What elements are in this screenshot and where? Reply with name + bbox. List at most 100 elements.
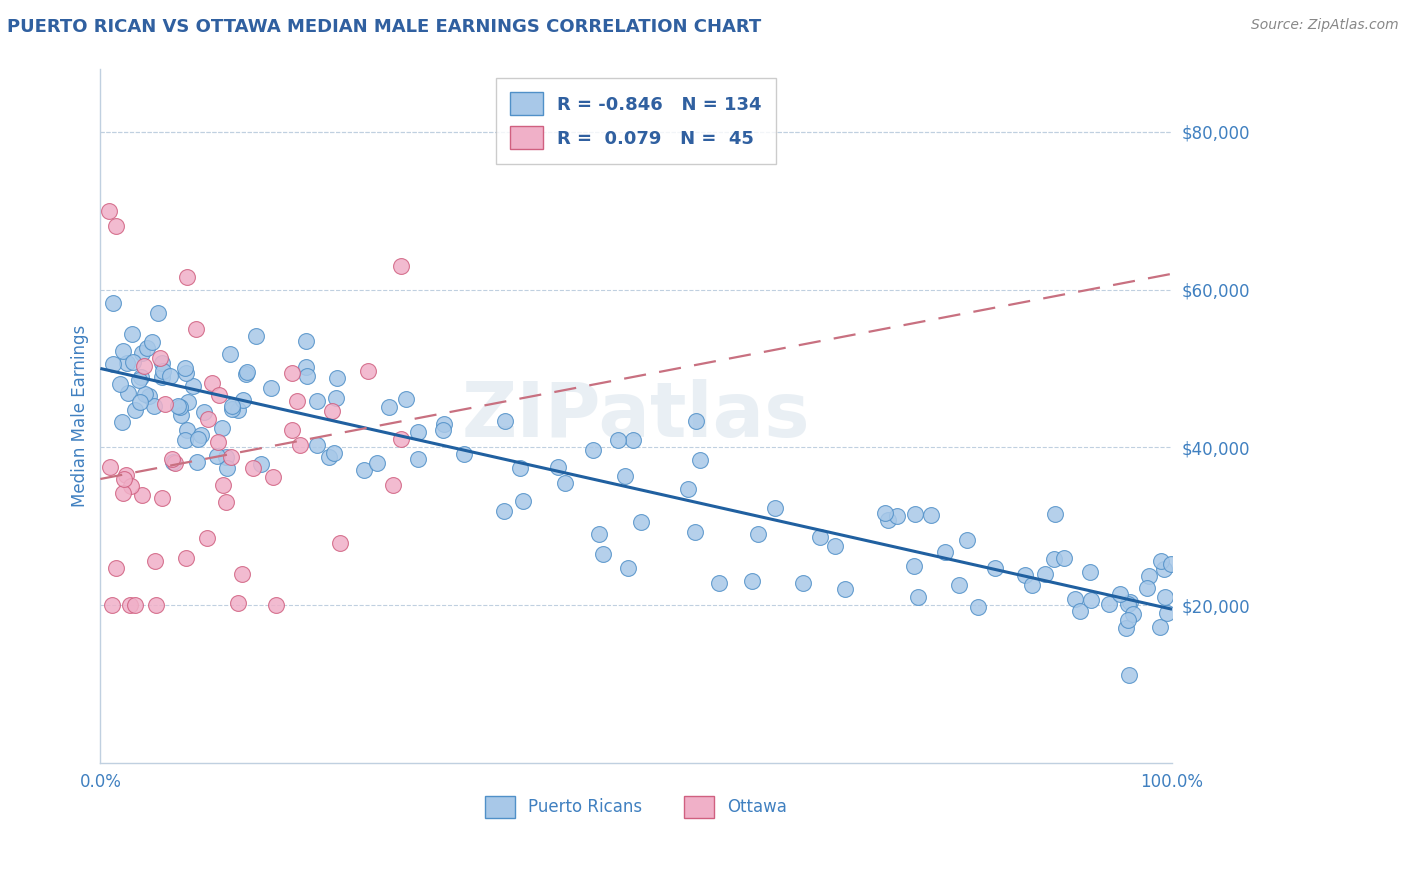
Point — [221, 402, 243, 417]
Point — [616, 561, 638, 575]
Point — [215, 450, 238, 465]
Point — [207, 434, 229, 449]
Point — [231, 566, 253, 581]
Point — [136, 341, 159, 355]
Point — [323, 446, 346, 460]
Point — [934, 545, 956, 559]
Point — [1160, 557, 1182, 571]
Point — [262, 469, 284, 483]
Point — [389, 432, 412, 446]
Point — [792, 576, 814, 591]
Point — [1116, 597, 1139, 611]
Point — [747, 526, 769, 541]
Point — [685, 414, 707, 428]
Point — [588, 527, 610, 541]
Point — [281, 423, 304, 437]
Point — [149, 351, 172, 365]
Point — [285, 394, 308, 409]
Legend: Puerto Ricans, Ottawa: Puerto Ricans, Ottawa — [478, 789, 794, 824]
Point — [98, 459, 121, 474]
Point — [1069, 604, 1091, 618]
Point — [607, 433, 630, 447]
Point — [1063, 592, 1085, 607]
Point — [184, 322, 207, 336]
Point — [143, 554, 166, 568]
Point — [112, 472, 135, 486]
Point — [187, 433, 209, 447]
Point — [143, 399, 166, 413]
Point — [1045, 508, 1067, 522]
Point — [1122, 607, 1144, 622]
Point — [211, 421, 233, 435]
Point — [741, 574, 763, 589]
Point — [294, 334, 316, 348]
Point — [177, 395, 200, 409]
Point — [877, 513, 900, 527]
Point — [290, 438, 312, 452]
Point — [920, 508, 942, 522]
Point — [120, 599, 142, 613]
Point — [378, 400, 401, 414]
Point — [353, 463, 375, 477]
Point — [134, 387, 156, 401]
Point — [155, 397, 177, 411]
Point — [357, 364, 380, 378]
Point — [235, 367, 257, 381]
Point — [115, 467, 138, 482]
Point — [176, 270, 198, 285]
Point — [97, 203, 120, 218]
Point — [366, 456, 388, 470]
Point — [105, 560, 128, 574]
Point — [553, 475, 575, 490]
Point — [128, 373, 150, 387]
Point — [433, 417, 456, 431]
Y-axis label: Median Male Earnings: Median Male Earnings — [72, 325, 89, 507]
Point — [232, 392, 254, 407]
Point — [329, 536, 352, 550]
Point — [509, 461, 531, 475]
Point — [903, 558, 925, 573]
Point — [111, 344, 134, 359]
Point — [174, 366, 197, 380]
Point — [112, 486, 135, 500]
Point — [1116, 613, 1139, 627]
Point — [1115, 621, 1137, 635]
Point — [131, 345, 153, 359]
Point — [160, 452, 183, 467]
Point — [1119, 595, 1142, 609]
Point — [984, 561, 1007, 575]
Point — [110, 377, 132, 392]
Point — [1156, 607, 1178, 621]
Point — [683, 524, 706, 539]
Point — [709, 575, 731, 590]
Point — [129, 369, 152, 384]
Point — [886, 509, 908, 524]
Point — [197, 412, 219, 426]
Point — [169, 401, 191, 415]
Point — [1033, 566, 1056, 581]
Point — [307, 393, 329, 408]
Point — [236, 364, 259, 378]
Point — [150, 491, 173, 505]
Point — [325, 392, 347, 406]
Point — [614, 468, 637, 483]
Point — [221, 450, 243, 464]
Point — [1149, 620, 1171, 634]
Point — [120, 479, 142, 493]
Point — [281, 366, 304, 380]
Point — [205, 449, 228, 463]
Point — [115, 355, 138, 369]
Point — [406, 451, 429, 466]
Point — [152, 356, 174, 370]
Text: PUERTO RICAN VS OTTAWA MEDIAN MALE EARNINGS CORRELATION CHART: PUERTO RICAN VS OTTAWA MEDIAN MALE EARNI… — [7, 18, 761, 36]
Point — [212, 478, 235, 492]
Point — [124, 599, 146, 613]
Point — [121, 326, 143, 341]
Point — [195, 531, 218, 545]
Point — [763, 501, 786, 516]
Point — [492, 504, 515, 518]
Point — [165, 456, 187, 470]
Point — [907, 590, 929, 604]
Point — [141, 334, 163, 349]
Point — [190, 428, 212, 442]
